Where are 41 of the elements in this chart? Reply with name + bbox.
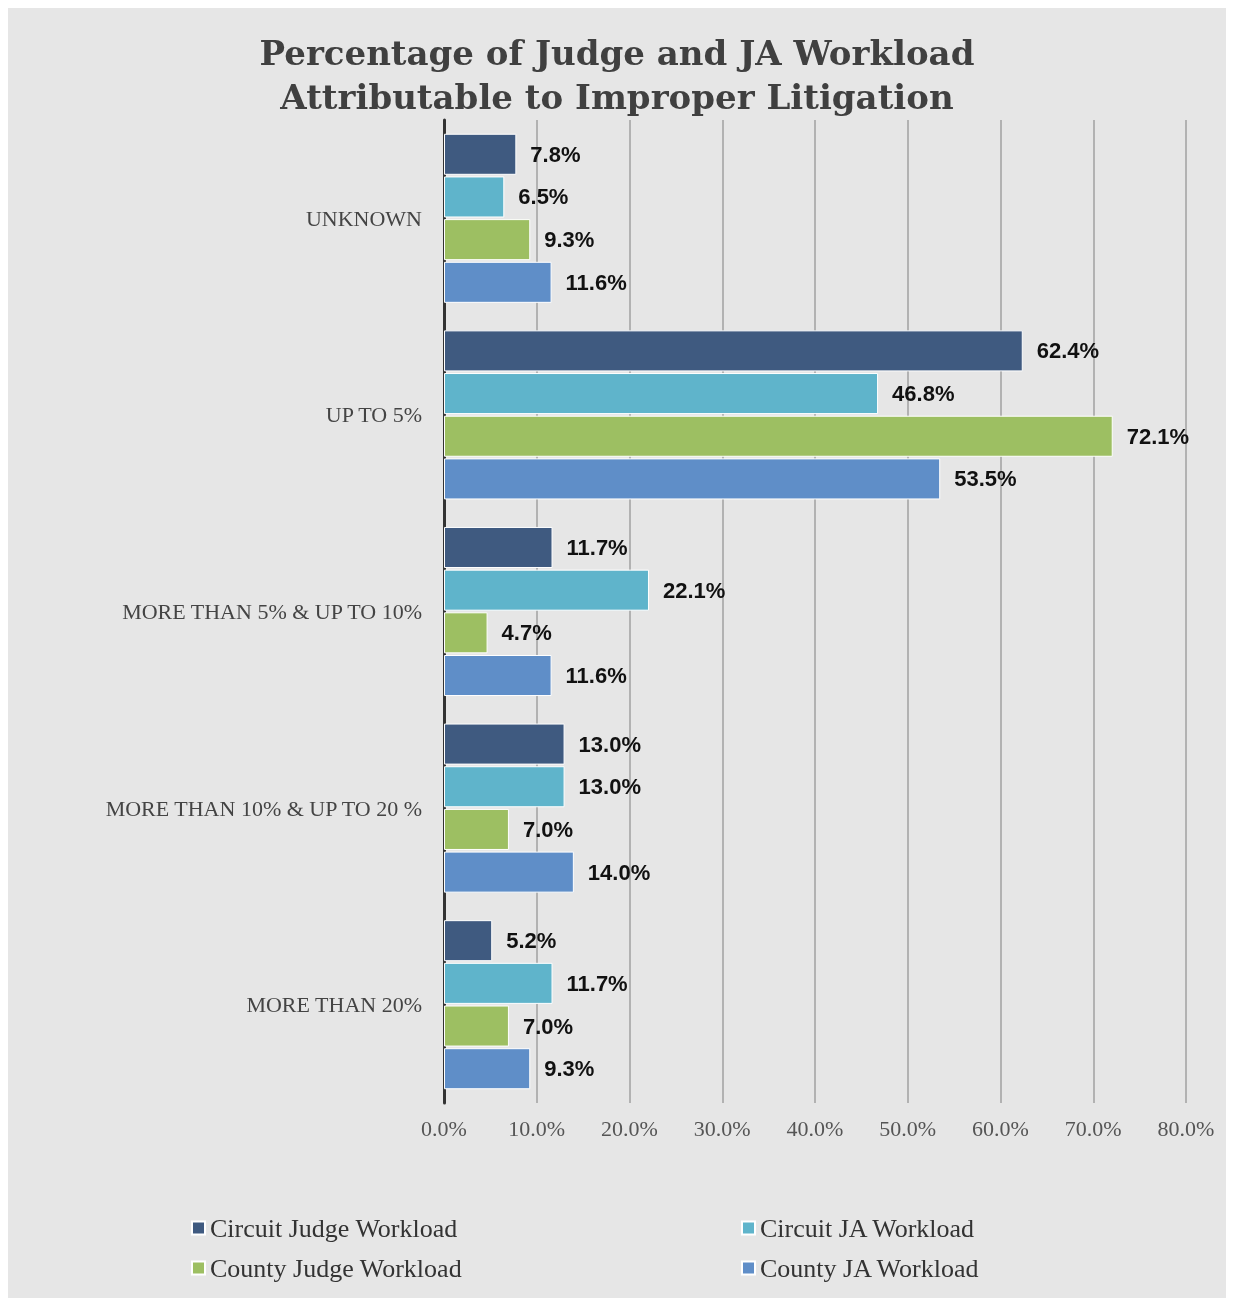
data-label: 62.4% [1036, 338, 1100, 364]
x-tick-label: 0.0% [421, 1115, 467, 1141]
data-label: 11.6% [565, 269, 627, 295]
data-label: 6.5% [518, 184, 569, 210]
data-label: 7.8% [530, 141, 581, 167]
legend-label: County JA Workload [760, 1253, 979, 1283]
bar [444, 920, 493, 962]
data-label: 14.0% [587, 859, 651, 885]
x-tick-label: 50.0% [879, 1115, 937, 1141]
data-label: 11.7% [566, 534, 628, 560]
legend-label: Circuit Judge Workload [210, 1213, 458, 1243]
data-label: 13.0% [578, 774, 641, 800]
x-tick-label: 70.0% [1064, 1115, 1122, 1141]
x-tick-label: 10.0% [508, 1115, 566, 1141]
legend-label: Circuit JA Workload [760, 1213, 975, 1243]
data-label: 4.7% [501, 620, 552, 646]
data-label: 7.0% [522, 1013, 574, 1039]
data-label: 53.5% [954, 466, 1017, 492]
data-label: 72.1% [1126, 423, 1190, 449]
data-label: 9.3% [544, 227, 595, 253]
x-tick-label: 30.0% [693, 1115, 751, 1141]
chart-title: Percentage of Judge and JA Workload Attributable to Improper Litigation [259, 33, 975, 117]
x-tick-label: 80.0% [1157, 1115, 1215, 1141]
x-tick-label: 40.0% [786, 1115, 844, 1141]
y-tick-label: MORE THAN 20% [246, 992, 422, 1018]
data-label: 11.7% [566, 970, 628, 996]
x-tick-label: 20.0% [601, 1115, 658, 1141]
y-tick-label: MORE THAN 5% & UP TO 10% [122, 599, 422, 624]
y-tick-label: MORE THAN 10% & UP TO 20 % [105, 795, 422, 821]
data-label: 11.6% [565, 663, 627, 689]
y-tick-label: UP TO 5% [325, 402, 422, 428]
data-label: 5.2% [506, 928, 557, 954]
data-label: 9.3% [544, 1056, 595, 1082]
y-tick-label: UNKNOWN [305, 205, 423, 231]
legend-label: County Judge Workload [210, 1253, 462, 1283]
data-label: 22.1% [662, 577, 726, 603]
bar [444, 261, 552, 303]
data-label: 46.8% [892, 381, 955, 407]
data-label: 13.0% [578, 731, 641, 757]
data-label: 7.0% [522, 816, 574, 842]
x-tick-label: 60.0% [972, 1115, 1029, 1141]
